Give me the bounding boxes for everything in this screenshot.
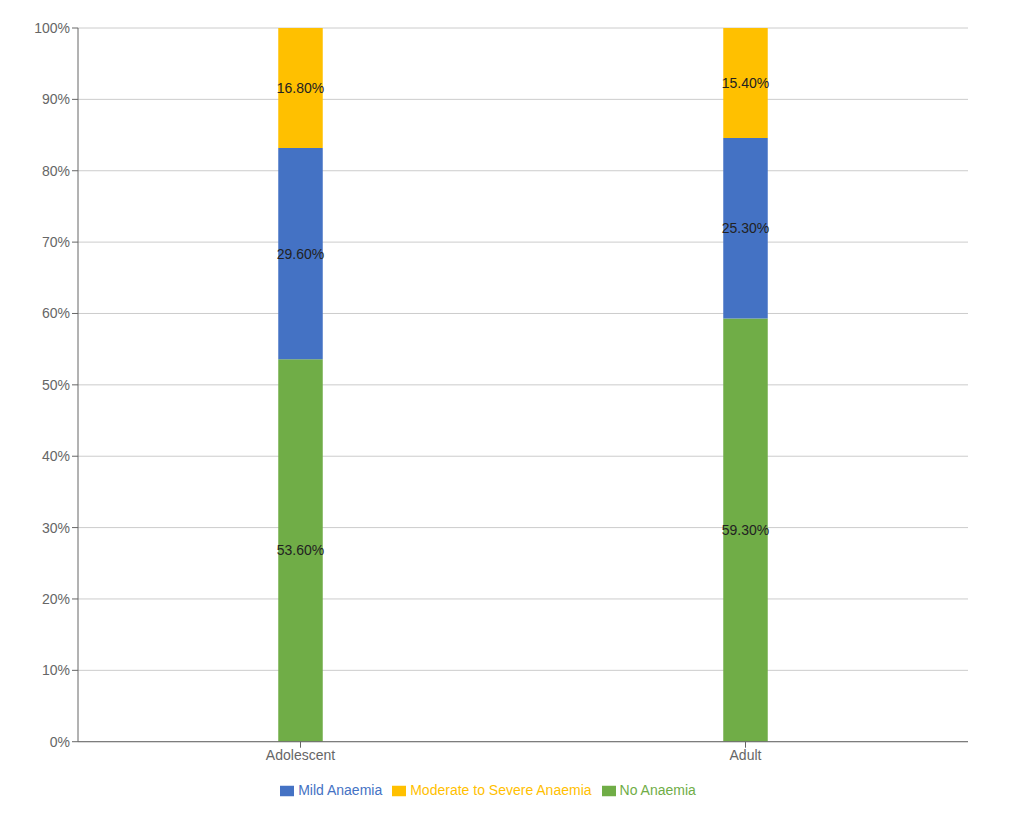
svg-text:16.80%: 16.80% — [277, 80, 324, 96]
html-text:Moderate to Severe Anaemia: Moderate to Severe Anaemia — [410, 781, 592, 798]
html-text:No Anaemia: No Anaemia — [619, 781, 696, 798]
svg-text:50%: 50% — [42, 377, 70, 393]
svg-text:100%: 100% — [34, 20, 70, 36]
svg-text:10%: 10% — [42, 662, 70, 678]
svg-text:0%: 0% — [50, 734, 70, 750]
svg-text:20%: 20% — [42, 591, 70, 607]
svg-text:59.30%: 59.30% — [722, 522, 769, 538]
svg-text:60%: 60% — [42, 305, 70, 321]
svg-text:40%: 40% — [42, 448, 70, 464]
svg-text:Adult: Adult — [730, 747, 762, 763]
svg-text:90%: 90% — [42, 91, 70, 107]
svg-text:25.30%: 25.30% — [722, 220, 769, 236]
svg-text:29.60%: 29.60% — [277, 246, 324, 262]
svg-text:53.60%: 53.60% — [277, 542, 324, 558]
svg-text:30%: 30% — [42, 520, 70, 536]
svg-text:70%: 70% — [42, 234, 70, 250]
svg-text:Adolescent: Adolescent — [266, 747, 335, 763]
html-text:Mild Anaemia: Mild Anaemia — [298, 781, 383, 798]
svg-text:80%: 80% — [42, 163, 70, 179]
svg-text:15.40%: 15.40% — [722, 75, 769, 91]
